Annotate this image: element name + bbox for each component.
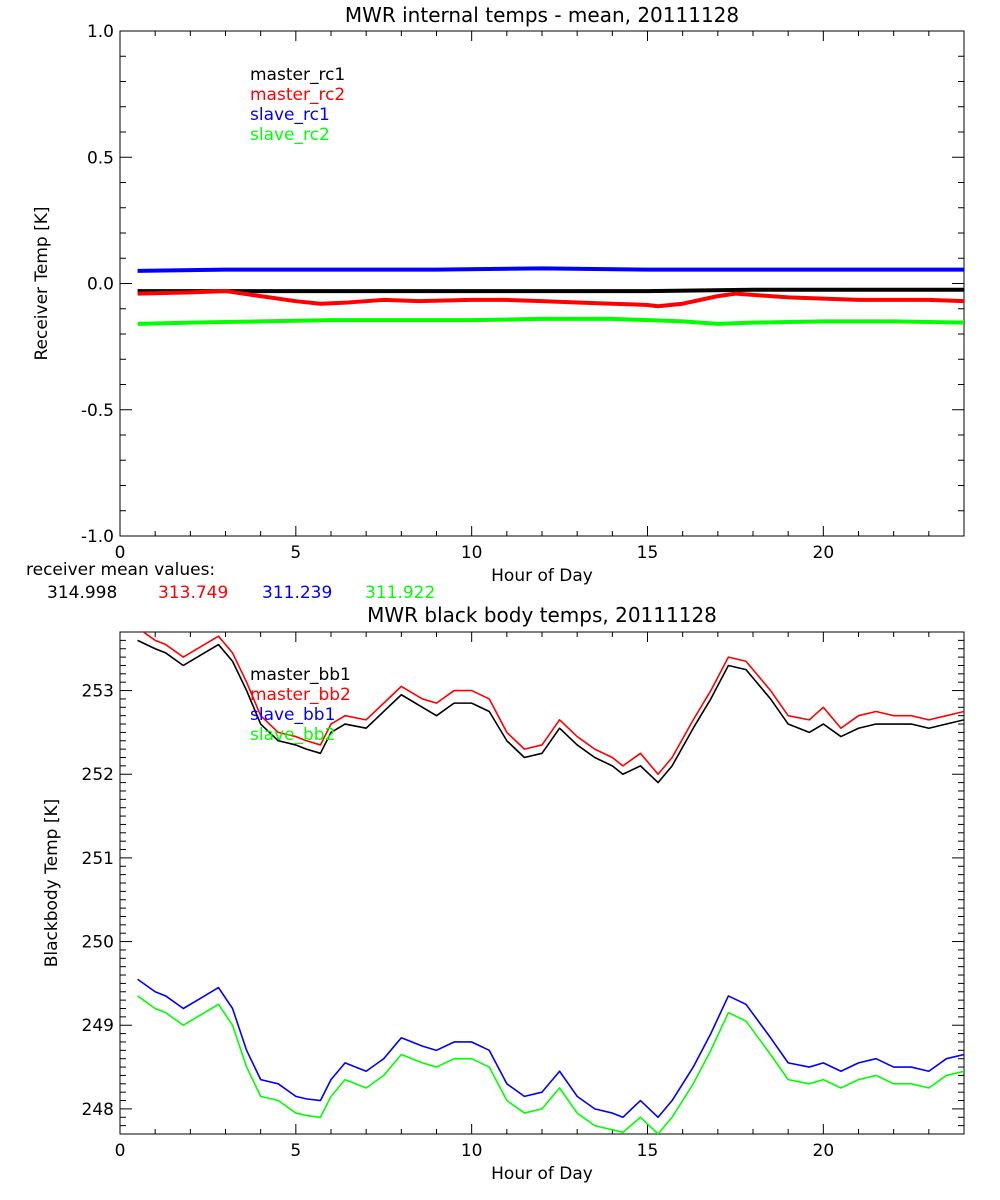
legend-entry-slave-rc2: slave_rc2	[250, 125, 330, 145]
y-tick-label: 0.5	[87, 148, 114, 168]
receiver-mean-label: receiver mean values:	[26, 560, 215, 580]
y-tick-label: 250	[82, 933, 114, 953]
x-tick-label: 10	[461, 543, 483, 563]
series-line-master-bb2	[142, 632, 964, 776]
blackbody-temps-chart: MWR black body temps, 20111128 0 5 10 15 20 Ho…	[42, 603, 965, 1184]
legend-entry-slave-bb2: slave_bb2	[250, 725, 335, 745]
y-tick-label: 253	[82, 682, 114, 702]
x-axis-label: Hour of Day	[491, 566, 593, 586]
y-tick-label: 0.0	[87, 275, 114, 295]
y-axis-label: Blackbody Temp [K]	[42, 799, 62, 968]
receiver-temps-chart: MWR internal temps - mean, 20111128 0 5 10 1…	[32, 3, 965, 586]
series-line-slave-rc2	[137, 316, 964, 326]
x-tick-label: 20	[813, 1141, 835, 1161]
y-tick-label: 252	[82, 765, 114, 785]
legend-entry-slave-rc1: slave_rc1	[250, 105, 330, 125]
receiver-mean-value-4: 311.922	[365, 583, 435, 603]
receiver-mean-value-3: 311.239	[262, 583, 332, 603]
series-line-slave-bb1	[137, 978, 964, 1119]
x-tick-label: 15	[637, 1141, 659, 1161]
series-line-master-rc1	[137, 287, 964, 294]
legend-entry-master-rc1: master_rc1	[250, 65, 345, 85]
legend-entry-master-bb2: master_bb2	[250, 685, 351, 705]
receiver-mean-value-1: 314.998	[47, 583, 117, 603]
series-group	[137, 266, 964, 326]
series-line-slave-rc1	[137, 266, 964, 273]
x-tick-label: 0	[115, 1141, 126, 1161]
y-tick-label: 248	[82, 1100, 114, 1120]
y-tick-label: 249	[82, 1016, 114, 1036]
y-tick-label: 1.0	[87, 22, 114, 42]
legend-entry-master-rc2: master_rc2	[250, 85, 345, 105]
x-tick-label: 15	[637, 543, 659, 563]
x-tick-label: 5	[290, 543, 301, 563]
legend-entry-master-bb1: master_bb1	[250, 665, 351, 685]
y-tick-label: 251	[82, 849, 114, 869]
x-tick-label: 10	[461, 1141, 483, 1161]
y-axis-label: Receiver Temp [K]	[32, 206, 52, 360]
x-tick-label: 0	[115, 543, 126, 563]
receiver-mean-value-2: 313.749	[158, 583, 228, 603]
x-tick-label: 20	[813, 543, 835, 563]
y-tick-label: -1.0	[81, 527, 114, 547]
series-line-master-rc2	[137, 289, 964, 309]
series-line-slave-bb2	[137, 995, 964, 1134]
chart-title: MWR internal temps - mean, 20111128	[345, 3, 739, 27]
chart-title: MWR black body temps, 20111128	[367, 603, 717, 627]
y-tick-label: -0.5	[81, 401, 114, 421]
legend-entry-slave-bb1: slave_bb1	[250, 705, 335, 725]
x-tick-label: 5	[290, 1141, 301, 1161]
series-line-master-bb1	[137, 639, 964, 784]
x-axis-label: Hour of Day	[491, 1164, 593, 1184]
series-group	[137, 632, 964, 1134]
